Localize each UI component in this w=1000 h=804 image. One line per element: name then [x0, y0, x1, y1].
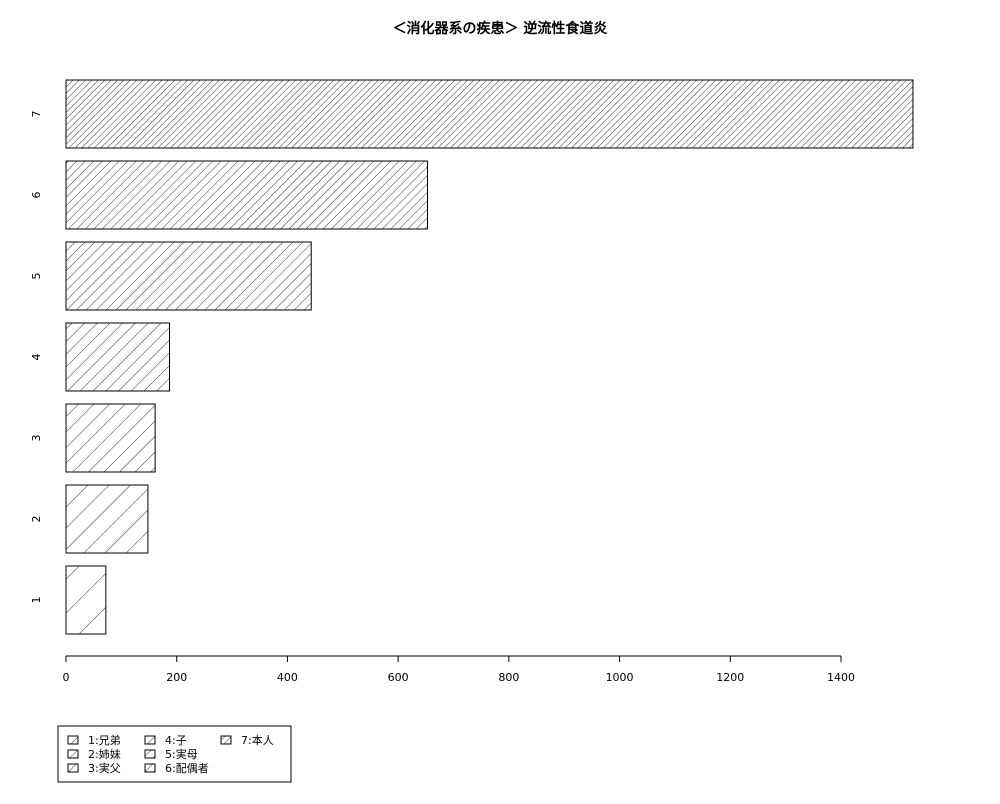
y-tick-label: 6: [30, 192, 43, 199]
x-tick-label: 200: [166, 671, 187, 684]
legend-label-4: 4:子: [165, 734, 187, 747]
legend-label-2: 2:姉妹: [88, 747, 121, 761]
y-tick-label: 1: [30, 597, 43, 604]
x-tick-label: 1400: [827, 671, 855, 684]
bar-5: [65, 241, 312, 311]
legend-label-6: 6:配偶者: [165, 762, 209, 775]
bar-4: [65, 322, 171, 392]
legend-swatch-4: [144, 735, 156, 745]
x-tick-label: 1200: [716, 671, 744, 684]
legend-swatch-6: [144, 763, 156, 773]
y-tick-label: 2: [30, 516, 43, 523]
y-tick-label: 5: [30, 273, 43, 280]
legend-swatch-3: [67, 763, 79, 773]
y-tick-label: 7: [30, 111, 43, 118]
legend-swatch-7: [220, 735, 232, 745]
bar-1: [65, 565, 107, 635]
bar-6: [65, 160, 428, 230]
legend-swatch-5: [144, 749, 156, 759]
legend-swatch-1: [67, 735, 79, 745]
legend-box: [57, 725, 292, 783]
bar-3: [65, 403, 156, 473]
x-tick-label: 800: [498, 671, 519, 684]
bar-7: [65, 79, 914, 149]
x-tick-label: 600: [388, 671, 409, 684]
legend-label-5: 5:実母: [165, 747, 198, 761]
chart-title: ＜消化器系の疾患＞ 逆流性食道炎: [392, 21, 608, 37]
legend-label-1: 1:兄弟: [88, 734, 121, 747]
bar-2: [65, 484, 149, 554]
x-tick-label: 0: [63, 671, 70, 684]
y-tick-label: 4: [30, 354, 43, 361]
x-tick-label: 1000: [606, 671, 634, 684]
legend-label-7: 7:本人: [241, 733, 274, 747]
legend-label-3: 3:実父: [88, 761, 121, 775]
x-tick-label: 400: [277, 671, 298, 684]
y-tick-label: 3: [30, 435, 43, 442]
legend-swatch-2: [67, 749, 79, 759]
